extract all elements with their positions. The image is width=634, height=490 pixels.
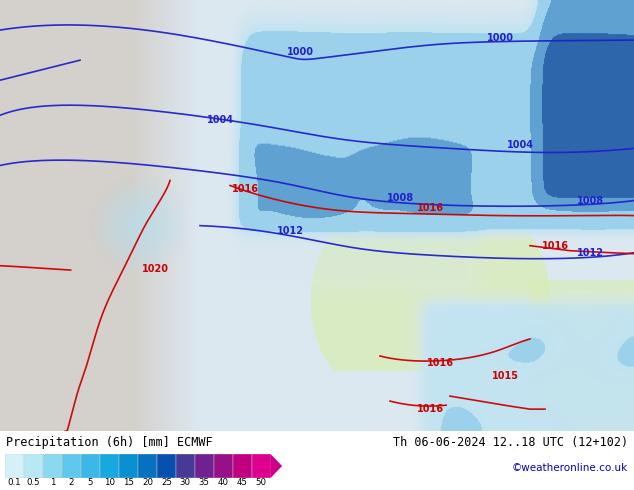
Text: 1008: 1008 xyxy=(576,196,604,206)
Text: 25: 25 xyxy=(161,478,172,487)
Text: 1016: 1016 xyxy=(417,404,444,414)
Text: 30: 30 xyxy=(180,478,191,487)
Bar xyxy=(157,454,176,478)
Text: 1000: 1000 xyxy=(287,47,313,57)
Text: 10: 10 xyxy=(104,478,115,487)
Text: 2: 2 xyxy=(68,478,74,487)
Text: 1000: 1000 xyxy=(486,33,514,43)
Text: 1020: 1020 xyxy=(141,264,169,274)
Text: 1016: 1016 xyxy=(541,241,569,251)
Text: 20: 20 xyxy=(142,478,153,487)
Polygon shape xyxy=(271,454,282,478)
Text: 0.1: 0.1 xyxy=(8,478,22,487)
Bar xyxy=(252,454,271,478)
Bar xyxy=(43,454,62,478)
Text: 50: 50 xyxy=(256,478,267,487)
Text: 5: 5 xyxy=(87,478,93,487)
Text: 1004: 1004 xyxy=(207,115,233,125)
Bar xyxy=(24,454,43,478)
Text: 45: 45 xyxy=(236,478,248,487)
Bar xyxy=(138,454,157,478)
Text: 1012: 1012 xyxy=(276,225,304,236)
Bar xyxy=(119,454,138,478)
Text: 1015: 1015 xyxy=(491,371,519,381)
Text: 1004: 1004 xyxy=(507,141,533,150)
Text: 15: 15 xyxy=(123,478,134,487)
Text: Th 06-06-2024 12..18 UTC (12+102): Th 06-06-2024 12..18 UTC (12+102) xyxy=(392,436,628,449)
Bar xyxy=(176,454,195,478)
Text: 1008: 1008 xyxy=(387,193,413,202)
Bar xyxy=(233,454,252,478)
Text: 0.5: 0.5 xyxy=(27,478,41,487)
Bar xyxy=(62,454,81,478)
Bar xyxy=(5,454,24,478)
Text: 35: 35 xyxy=(199,478,210,487)
Text: 40: 40 xyxy=(218,478,229,487)
Bar xyxy=(214,454,233,478)
Text: 1016: 1016 xyxy=(427,358,453,368)
Text: 1: 1 xyxy=(49,478,55,487)
Bar xyxy=(195,454,214,478)
Text: 1016: 1016 xyxy=(231,184,259,194)
Text: 1016: 1016 xyxy=(417,202,444,213)
Text: 1012: 1012 xyxy=(576,248,604,258)
Text: Precipitation (6h) [mm] ECMWF: Precipitation (6h) [mm] ECMWF xyxy=(6,436,213,449)
Text: ©weatheronline.co.uk: ©weatheronline.co.uk xyxy=(512,463,628,473)
Bar xyxy=(81,454,100,478)
Bar xyxy=(100,454,119,478)
